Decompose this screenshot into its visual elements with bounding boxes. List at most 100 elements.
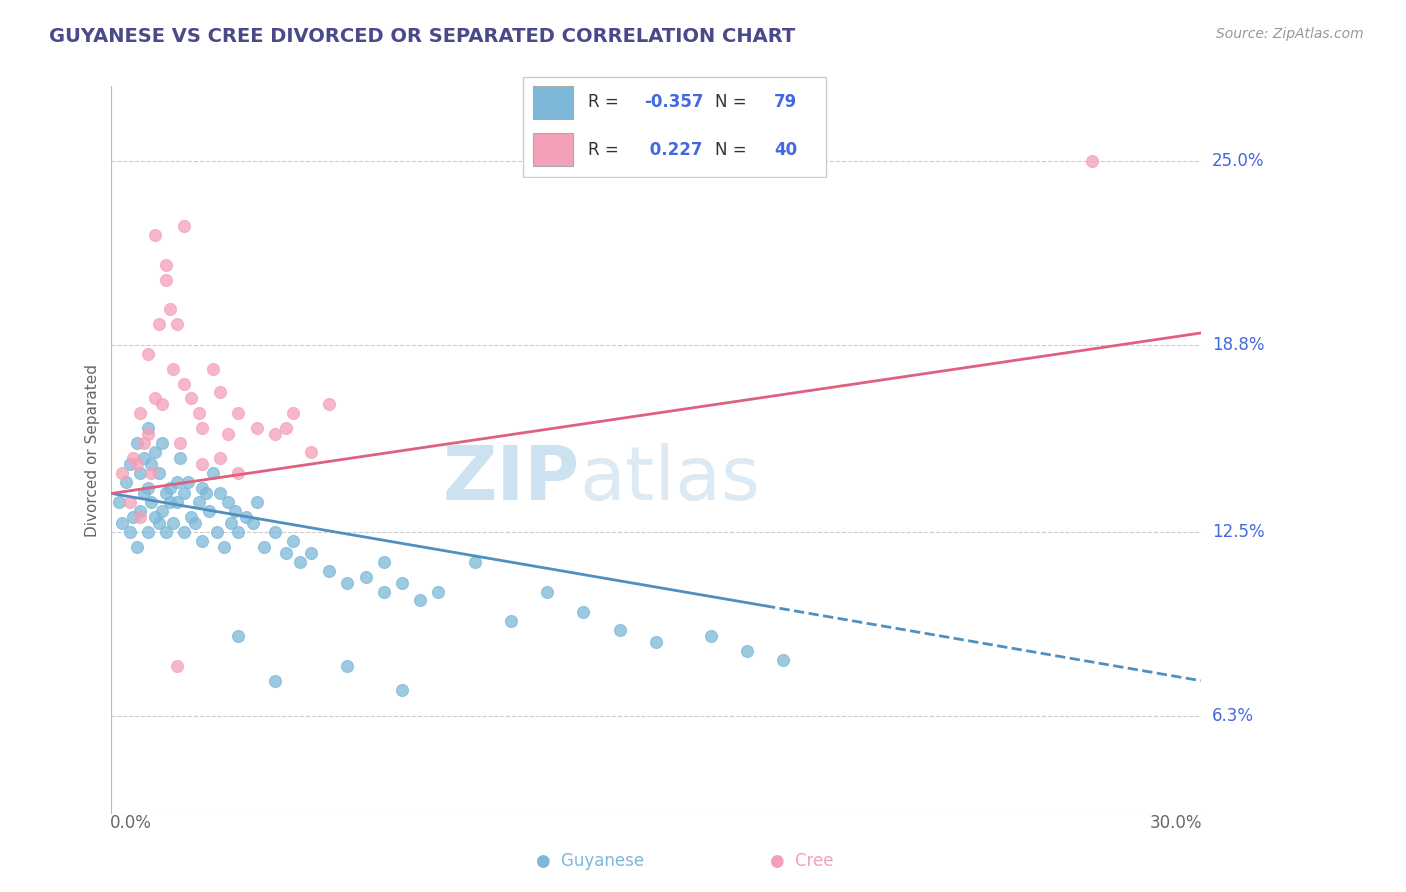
Point: [228, 466, 250, 480]
Point: [536, 584, 558, 599]
Point: [290, 555, 312, 569]
Point: [155, 258, 177, 272]
Point: [136, 421, 159, 435]
Point: [162, 361, 184, 376]
Text: 30.0%: 30.0%: [1149, 814, 1202, 832]
Text: R =: R =: [588, 141, 624, 159]
Point: [246, 495, 269, 509]
Point: [217, 427, 239, 442]
Point: [150, 397, 173, 411]
Point: [125, 457, 148, 471]
Point: [299, 445, 322, 459]
Point: [125, 540, 148, 554]
Point: [463, 555, 485, 569]
Point: [499, 614, 522, 628]
Point: [391, 682, 413, 697]
Point: [143, 445, 166, 459]
Text: 40: 40: [773, 141, 797, 159]
Point: [224, 504, 246, 518]
Point: [148, 466, 170, 480]
Point: [209, 486, 232, 500]
Point: [242, 516, 264, 531]
Point: [132, 450, 155, 465]
Point: [129, 510, 152, 524]
Point: [162, 516, 184, 531]
Text: 0.0%: 0.0%: [110, 814, 152, 832]
Point: [572, 605, 595, 619]
Point: [228, 629, 250, 643]
Point: [263, 525, 285, 540]
Point: [253, 540, 276, 554]
Point: [173, 219, 195, 233]
Text: N =: N =: [716, 141, 752, 159]
Point: [318, 564, 340, 578]
Point: [136, 347, 159, 361]
Point: [373, 555, 395, 569]
Point: [148, 516, 170, 531]
Point: [699, 629, 721, 643]
Point: [122, 450, 145, 465]
Point: [263, 427, 285, 442]
Point: [176, 475, 198, 489]
Point: [609, 623, 631, 637]
Point: [118, 457, 141, 471]
Text: -0.357: -0.357: [644, 94, 703, 112]
Point: [166, 475, 188, 489]
Text: ●  Guyanese: ● Guyanese: [537, 852, 644, 870]
Point: [143, 392, 166, 406]
Point: [274, 421, 297, 435]
Point: [228, 525, 250, 540]
Text: 6.3%: 6.3%: [1212, 707, 1254, 725]
Point: [166, 317, 188, 331]
Text: 18.8%: 18.8%: [1212, 336, 1264, 354]
Point: [129, 504, 152, 518]
Point: [194, 486, 217, 500]
Point: [141, 466, 163, 480]
Text: Source: ZipAtlas.com: Source: ZipAtlas.com: [1216, 27, 1364, 41]
Point: [191, 421, 214, 435]
Point: [645, 635, 668, 649]
Point: [274, 546, 297, 560]
Text: N =: N =: [716, 94, 752, 112]
Text: ZIP: ZIP: [443, 443, 579, 516]
Point: [136, 481, 159, 495]
Point: [187, 495, 209, 509]
Text: 79: 79: [773, 94, 797, 112]
Point: [155, 272, 177, 286]
Point: [281, 406, 304, 420]
Point: [173, 486, 195, 500]
Point: [136, 427, 159, 442]
Text: ●  Cree: ● Cree: [769, 852, 834, 870]
Point: [173, 376, 195, 391]
Point: [191, 457, 214, 471]
Point: [409, 593, 432, 607]
Point: [159, 495, 181, 509]
Point: [180, 510, 202, 524]
Bar: [533, 133, 572, 166]
Point: [166, 495, 188, 509]
Point: [1081, 153, 1104, 168]
Point: [169, 436, 191, 450]
Point: [184, 516, 207, 531]
Point: [246, 421, 269, 435]
Point: [263, 673, 285, 688]
Point: [173, 525, 195, 540]
Point: [354, 569, 377, 583]
Point: [129, 406, 152, 420]
Point: [209, 385, 232, 400]
Point: [219, 516, 242, 531]
Y-axis label: Divorced or Separated: Divorced or Separated: [86, 364, 100, 537]
Point: [148, 317, 170, 331]
Point: [735, 644, 758, 658]
Text: GUYANESE VS CREE DIVORCED OR SEPARATED CORRELATION CHART: GUYANESE VS CREE DIVORCED OR SEPARATED C…: [49, 27, 796, 45]
Point: [132, 486, 155, 500]
Point: [169, 450, 191, 465]
Point: [143, 227, 166, 242]
Point: [391, 575, 413, 590]
Point: [772, 653, 794, 667]
Point: [373, 584, 395, 599]
Text: 25.0%: 25.0%: [1212, 152, 1264, 169]
Point: [118, 525, 141, 540]
Text: R =: R =: [588, 94, 624, 112]
Point: [235, 510, 257, 524]
